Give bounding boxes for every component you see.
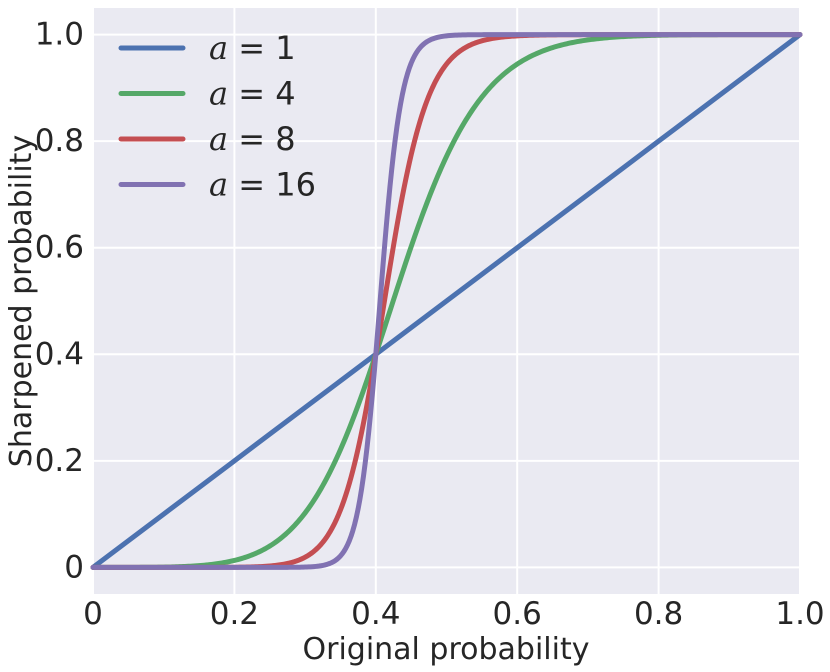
legend-label-a-8: a = 8 — [209, 120, 296, 158]
x-tick-label-0: 0 — [83, 596, 103, 632]
x-tick-label-3: 0.6 — [493, 596, 542, 632]
series-line-a-16 — [90, 32, 803, 570]
legend-label-a-4: a = 4 — [209, 75, 296, 113]
y-tick-label-5: 1.0 — [35, 17, 84, 53]
y-tick-label-2: 0.4 — [35, 336, 84, 372]
x-tick-label-4: 0.8 — [634, 596, 683, 632]
y-tick-label-0: 0 — [64, 549, 84, 585]
y-tick-label-3: 0.6 — [35, 230, 84, 266]
legend: a = 1 a = 4 a = 8 a = 16 — [118, 29, 316, 204]
x-tick-label-1: 0.2 — [210, 596, 259, 632]
series-layer — [90, 32, 803, 570]
y-tick-label-1: 0.2 — [35, 443, 84, 479]
legend-label-a-16: a = 16 — [209, 166, 316, 204]
series-line-a-1 — [90, 32, 803, 570]
tick-layer: 0 0.2 0.4 0.6 0.8 1.0 0 0.2 0.4 0.6 0.8 1.0 — [35, 17, 825, 632]
grid-layer — [92, 8, 801, 594]
x-axis-label: Original probability — [303, 632, 590, 667]
y-axis-label: Sharpened probability — [4, 135, 39, 467]
x-tick-label-2: 0.4 — [351, 596, 400, 632]
legend-label-a-1: a = 1 — [209, 29, 296, 67]
x-tick-label-5: 1.0 — [775, 596, 824, 632]
y-tick-label-4: 0.8 — [35, 123, 84, 159]
